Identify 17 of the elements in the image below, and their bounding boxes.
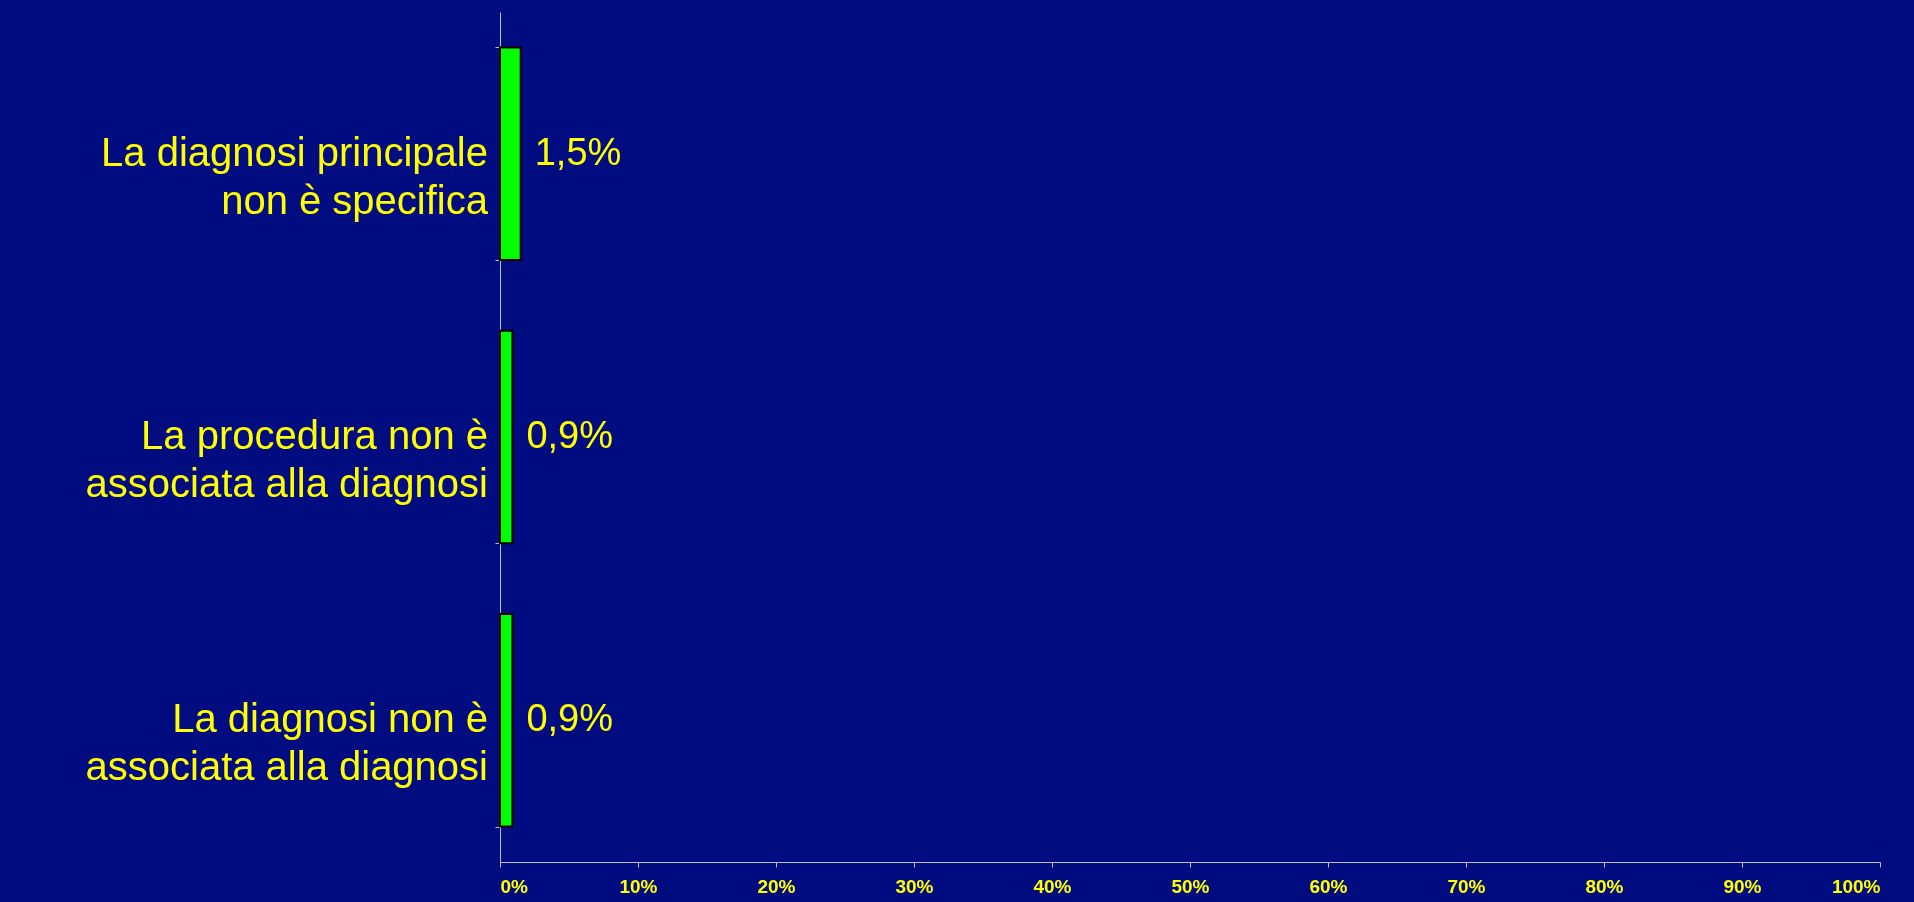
x-tick-label: 20%	[757, 875, 796, 897]
data-label: 1,5%	[534, 130, 622, 173]
y-tick-label: La diagnosi principale non è specifica	[101, 129, 489, 222]
y-tick-label: La procedura non è associata alla diagnosi	[85, 413, 488, 505]
x-tick-label: 80%	[1585, 875, 1624, 897]
x-tick-label: 70%	[1447, 875, 1486, 897]
data-label: 0,9%	[526, 414, 614, 456]
x-tick-label: 60%	[1309, 875, 1348, 897]
y-tick-label: La diagnosi non è associata alla diagnosi	[85, 696, 488, 789]
x-tick-label: 10%	[619, 875, 658, 897]
data-label: 0,9%	[526, 697, 614, 740]
x-tick-label: 30%	[895, 875, 934, 897]
x-tick-label: 100%	[1831, 875, 1881, 897]
x-tick-label: 90%	[1723, 875, 1762, 897]
x-tick-label: 0%	[500, 875, 529, 897]
x-tick-label: 50%	[1171, 875, 1210, 897]
x-tick-label: 40%	[1033, 875, 1072, 897]
